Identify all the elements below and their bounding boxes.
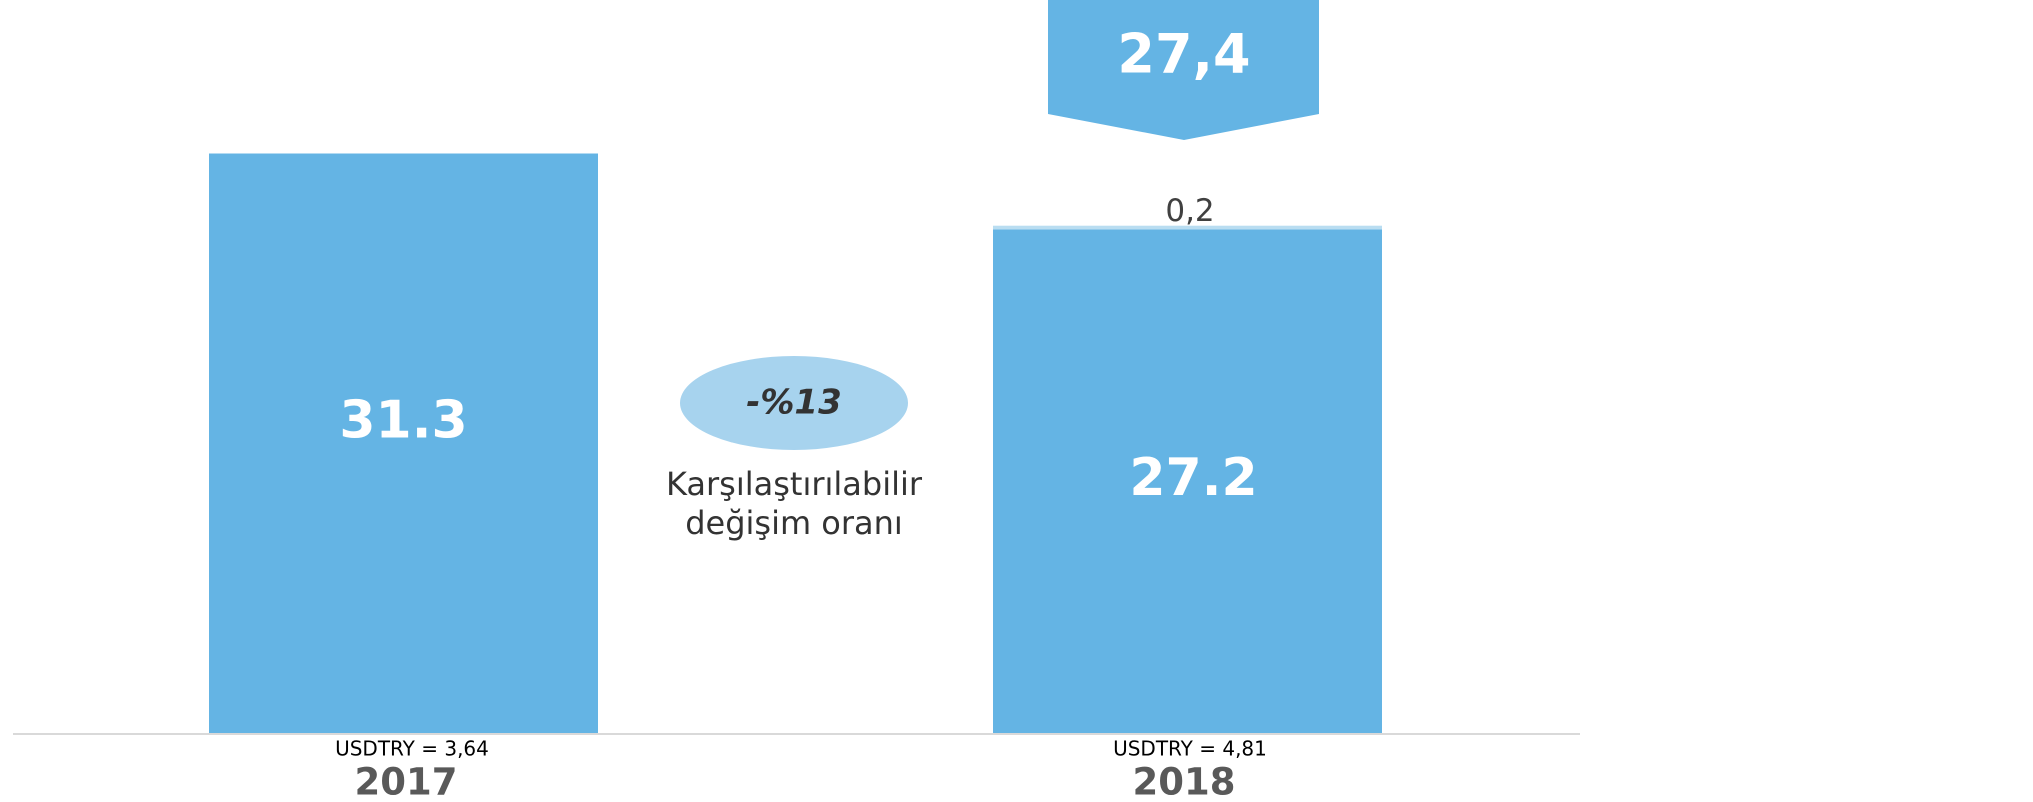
category-note: USDTRY = 4,81 (1113, 737, 1267, 761)
total-callout (1048, 0, 1319, 140)
bar-segment (993, 225, 1382, 230)
change-note: değişim oranı (685, 504, 903, 542)
bar-segment (209, 153, 598, 733)
category-note: USDTRY = 3,64 (335, 737, 489, 761)
value-label: 27.2 (1129, 448, 1257, 508)
change-badge (680, 356, 908, 450)
change-label: -%13 (746, 383, 842, 423)
value-label: 31.3 (339, 390, 467, 450)
total-label: 27,4 (1117, 23, 1250, 86)
value-label: 0,2 (1165, 193, 1214, 229)
x-tick-label: 2018 (1133, 761, 1236, 802)
change-note: Karşılaştırılabilir (666, 465, 923, 503)
x-tick-label: 2017 (355, 761, 458, 802)
bar-segment (993, 229, 1382, 733)
